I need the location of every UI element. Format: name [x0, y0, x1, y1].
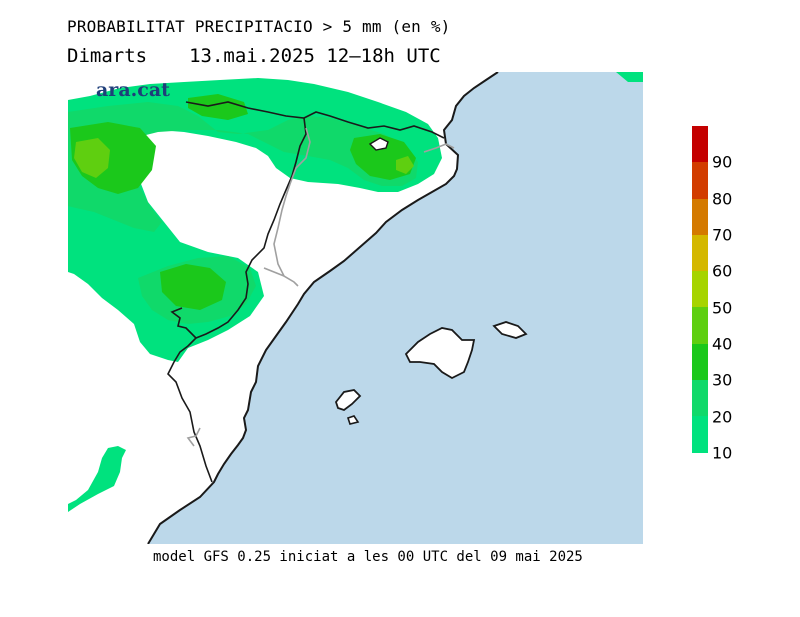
legend-label-50: 50 [712, 298, 733, 318]
forecast-period: Dimarts 13.mai.2025 12–18h UTC [67, 45, 441, 67]
legend-swatch-40 [692, 307, 708, 344]
formentera-island [346, 415, 360, 425]
legend-swatch-90 [692, 126, 708, 163]
legend-swatch-30 [692, 343, 708, 381]
legend-swatch-20 [692, 380, 708, 417]
legend-swatch-10 [692, 416, 708, 453]
precipitation-map [68, 72, 643, 544]
legend-label-70: 70 [712, 225, 733, 245]
menorca-island [492, 321, 528, 339]
forecast-time: 13.mai.2025 12–18h UTC [189, 45, 441, 67]
color-scale-legend: 90 80 70 60 50 40 30 20 10 [692, 126, 732, 463]
legend-label-40: 40 [712, 334, 733, 354]
ibiza-island [334, 389, 362, 412]
legend-label-80: 80 [712, 189, 733, 209]
province-border-4 [186, 427, 201, 447]
legend-swatch-60 [692, 234, 708, 272]
catalonia-border [195, 117, 307, 339]
ara-cat-logo: ara.cat [96, 79, 170, 101]
legend-label-90: 90 [712, 152, 733, 172]
model-run-footer: model GFS 0.25 iniciat a les 00 UTC del … [153, 549, 583, 565]
province-border-3 [423, 143, 455, 153]
legend-swatch-80 [692, 162, 708, 199]
mediterranean-sea [148, 72, 643, 544]
forecast-day: Dimarts [67, 45, 148, 67]
legend-label-10: 10 [712, 443, 733, 463]
coastline [147, 72, 499, 544]
legend-label-60: 60 [712, 261, 733, 281]
legend-swatch-70 [692, 198, 708, 235]
legend-label-30: 30 [712, 370, 733, 390]
chart-title: PROBABILITAT PRECIPITACIO > 5 mm (en %) [67, 17, 451, 36]
legend-label-20: 20 [712, 407, 733, 427]
pyrenees-border [185, 101, 445, 139]
andorra [368, 137, 389, 151]
legend-swatch-50 [692, 271, 708, 308]
probability-40-50-area [74, 138, 414, 178]
province-border-2 [263, 267, 285, 277]
mallorca-island [404, 327, 476, 380]
